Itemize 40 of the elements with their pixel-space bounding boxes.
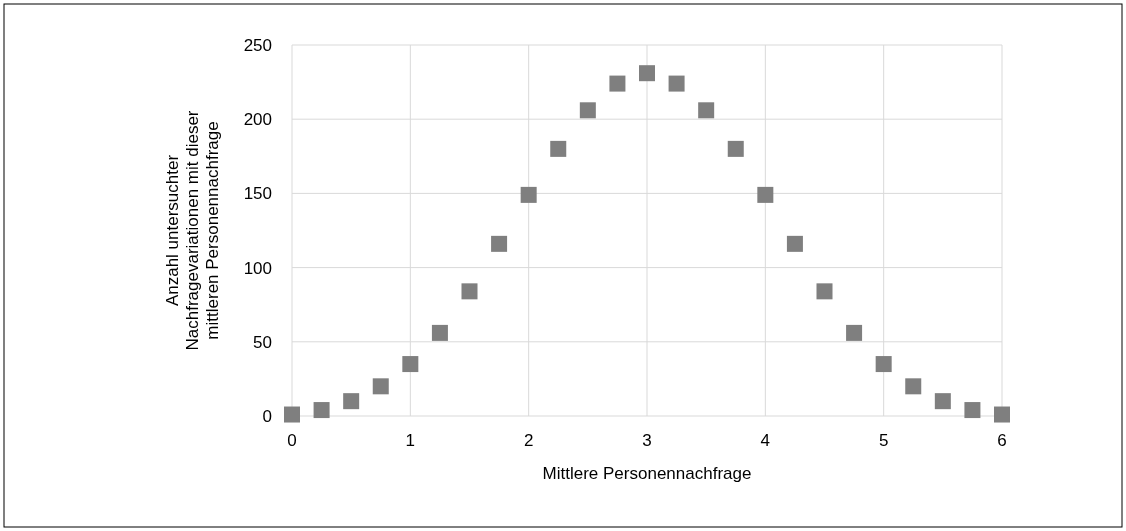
- x-tick-label: 5: [878, 431, 889, 450]
- x-tick-label: 4: [760, 431, 771, 450]
- point: [639, 65, 655, 82]
- point: [846, 324, 863, 341]
- point: [520, 186, 537, 203]
- point: [964, 402, 981, 419]
- x-tick-label: 0: [287, 431, 297, 450]
- point: [934, 393, 951, 410]
- point: [727, 140, 744, 157]
- point: [343, 393, 360, 410]
- point: [668, 75, 685, 92]
- point: [757, 186, 774, 203]
- point: [905, 378, 922, 395]
- x-tick-label: 3: [642, 431, 652, 450]
- x-tick-label: 2: [523, 431, 534, 450]
- y-tick-label: 150: [243, 184, 272, 204]
- point: [994, 406, 1010, 423]
- y-tick-label: 0: [262, 407, 272, 426]
- point: [875, 356, 892, 373]
- y-tick-label: 250: [243, 36, 272, 55]
- point: [402, 356, 419, 373]
- x-tick-label: 6: [997, 431, 1007, 450]
- point: [313, 402, 330, 419]
- point: [786, 235, 803, 252]
- point: [698, 102, 715, 119]
- x-tick-label: 1: [405, 431, 416, 450]
- y-tick-label: 50: [253, 332, 272, 352]
- y-tick-label: 200: [243, 110, 272, 130]
- x-axis-title: Mittlere Personennachfrage: [542, 464, 752, 483]
- point: [372, 378, 389, 395]
- point: [816, 283, 833, 300]
- point: [431, 324, 448, 341]
- point: [461, 283, 478, 300]
- point: [491, 235, 508, 252]
- point: [550, 140, 567, 157]
- point: [609, 75, 626, 92]
- y-tick-label: 100: [243, 258, 272, 278]
- y-axis-title: Anzahl untersuchter Nachfragevariationen mit dieser mittleren Personennachfrage: [163, 110, 222, 351]
- point: [579, 102, 596, 119]
- point: [284, 406, 300, 423]
